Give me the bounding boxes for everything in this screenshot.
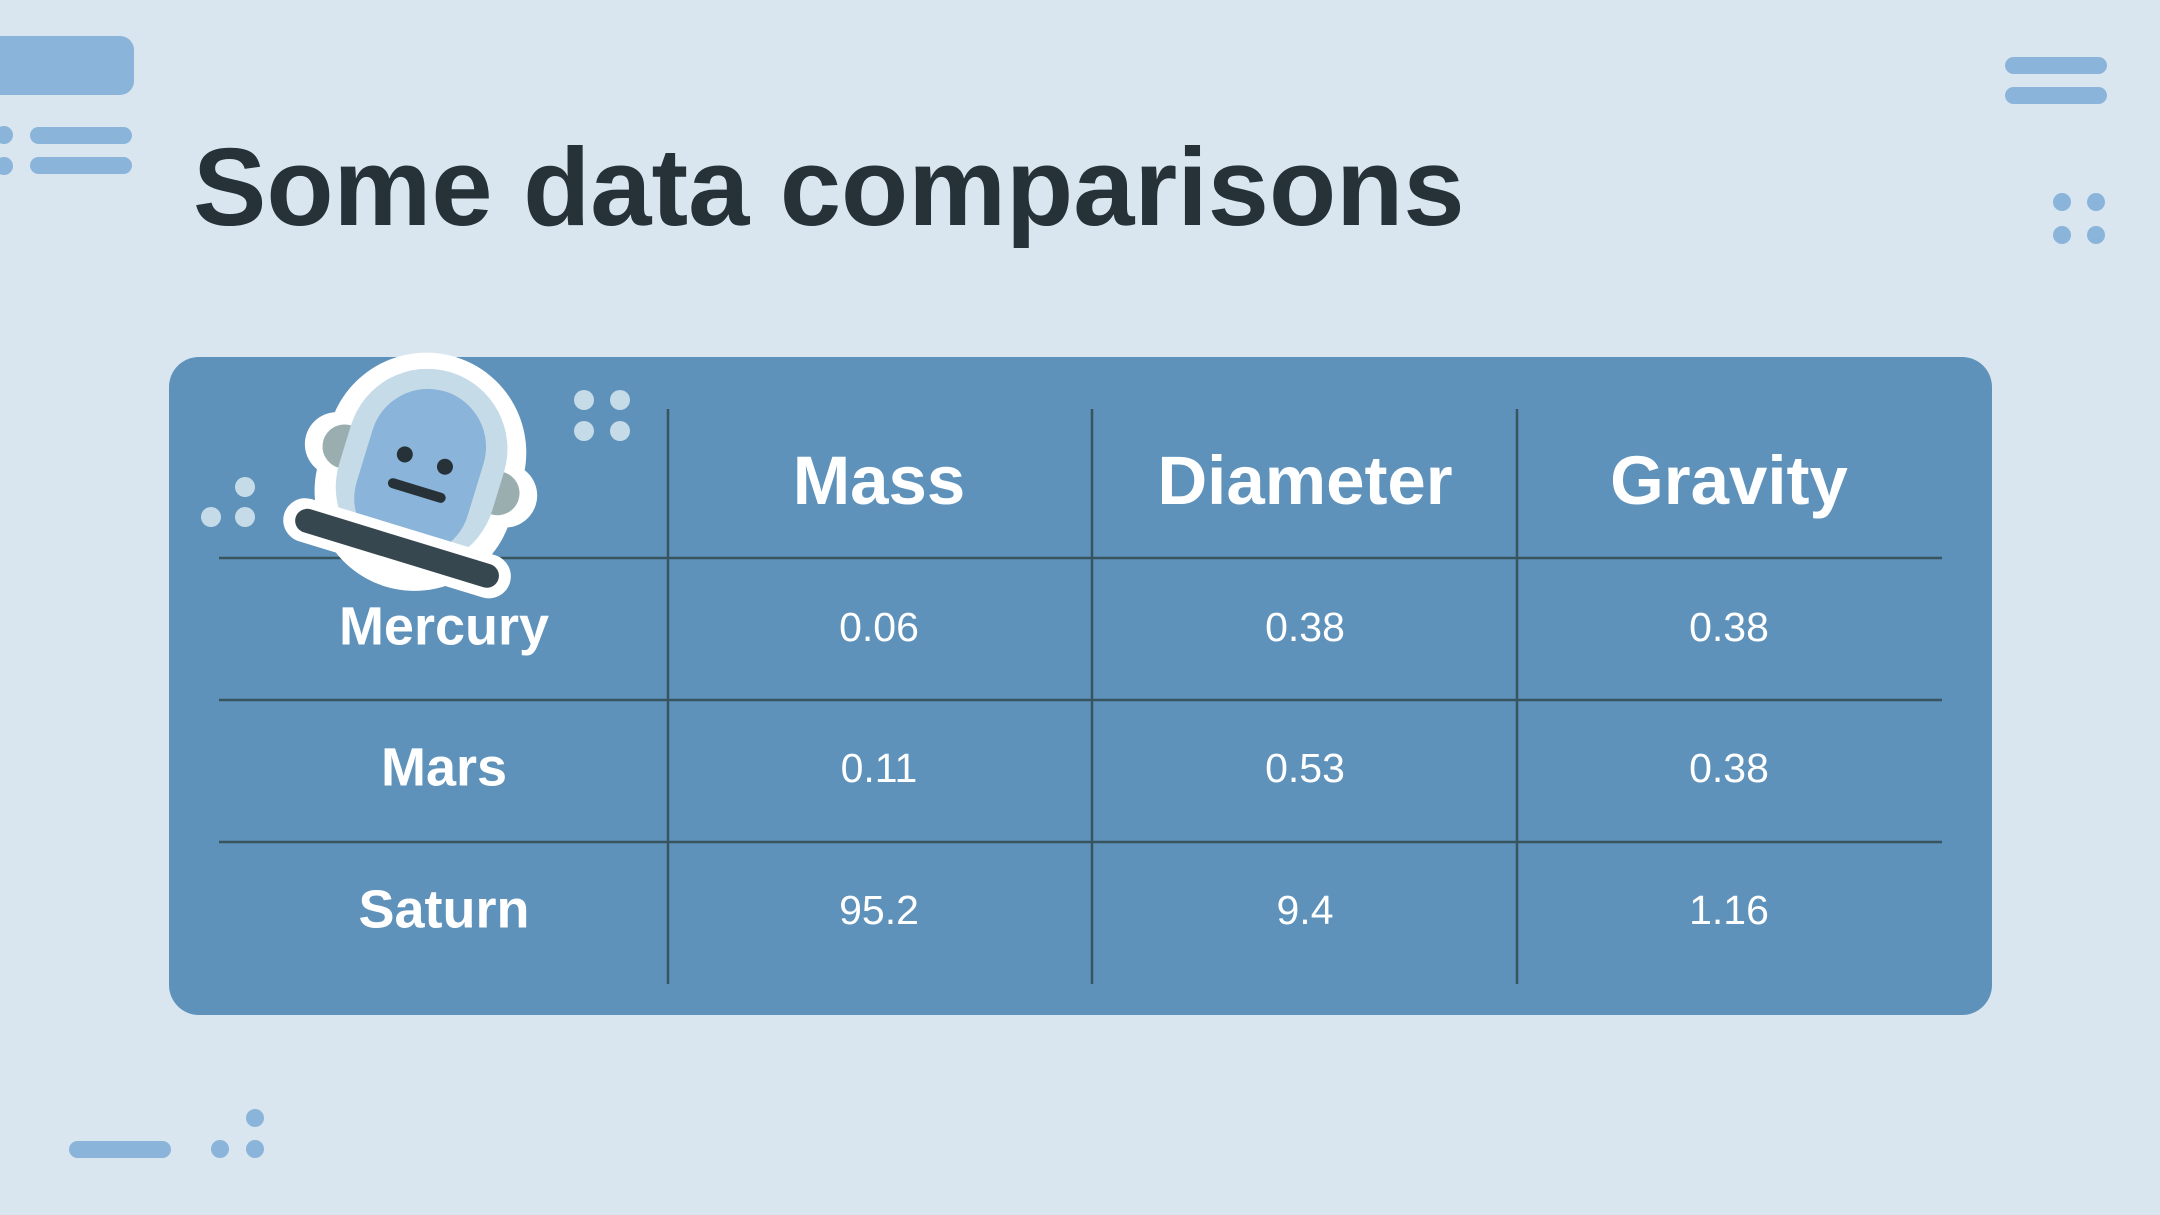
deco-dot bbox=[0, 126, 13, 144]
column-header: Mass bbox=[793, 442, 966, 519]
deco-bar bbox=[30, 157, 132, 174]
cell-value: 9.4 bbox=[1277, 887, 1334, 933]
deco-dot bbox=[2087, 226, 2105, 244]
icon-dots bbox=[201, 390, 630, 527]
table-panel bbox=[169, 357, 1992, 1015]
cell-value: 0.11 bbox=[841, 745, 918, 791]
astronaut-icon bbox=[201, 352, 630, 599]
cell-value: 0.38 bbox=[1689, 745, 1769, 791]
cell-value: 1.16 bbox=[1689, 887, 1769, 933]
deco-bar bbox=[69, 1141, 171, 1158]
deco-dot bbox=[211, 1140, 229, 1158]
row-label: Saturn bbox=[358, 879, 529, 939]
column-header: Gravity bbox=[1610, 442, 1848, 519]
deco-dot bbox=[0, 157, 13, 175]
deco-dot bbox=[2053, 226, 2071, 244]
row-label: Mars bbox=[381, 737, 507, 797]
deco-bar bbox=[30, 127, 132, 144]
cell-value: 0.06 bbox=[839, 604, 919, 650]
row-label: Mercury bbox=[339, 596, 549, 656]
decorations bbox=[0, 36, 2107, 1158]
cell-value: 0.38 bbox=[1689, 604, 1769, 650]
deco-dot bbox=[2053, 193, 2071, 211]
cell-value: 0.38 bbox=[1265, 604, 1345, 650]
deco-bar bbox=[2005, 87, 2107, 104]
cell-value: 0.53 bbox=[1265, 745, 1345, 791]
deco-bar bbox=[2005, 57, 2107, 74]
deco-dot bbox=[246, 1140, 264, 1158]
column-header: Diameter bbox=[1157, 442, 1452, 519]
table: Mass Diameter Gravity Mercury 0.06 0.38 0.38 Ma… bbox=[219, 409, 1942, 984]
deco-block bbox=[0, 36, 134, 95]
cell-value: 95.2 bbox=[839, 887, 919, 933]
deco-dot bbox=[2087, 193, 2105, 211]
title: Some data comparisons bbox=[193, 126, 1465, 249]
deco-dot bbox=[246, 1109, 264, 1127]
